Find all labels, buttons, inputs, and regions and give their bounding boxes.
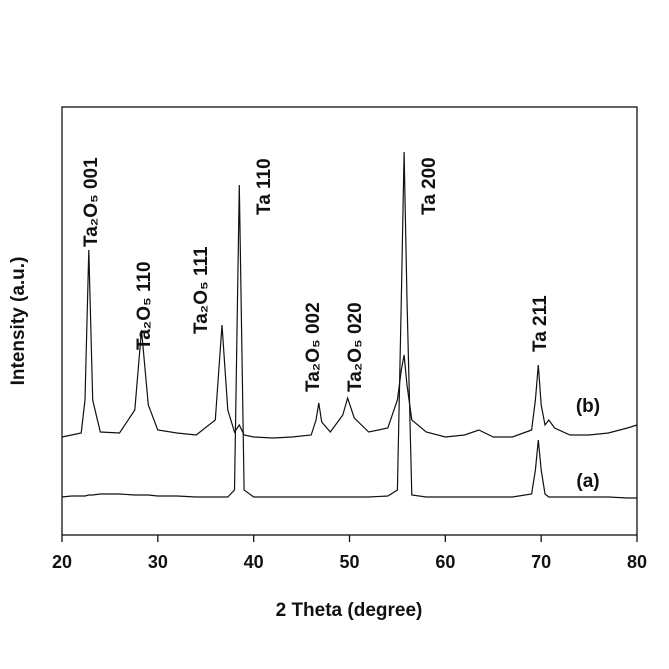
peak-label: Ta₂O₅ 110 [134, 261, 155, 350]
x-tick-label: 40 [244, 552, 264, 572]
x-tick-label: 20 [52, 552, 72, 572]
peak-label: Ta 110 [254, 158, 275, 215]
peak-label: Ta₂O₅ 002 [303, 302, 324, 392]
series-label: (b) [576, 396, 600, 417]
peak-label: Ta₂O₅ 001 [81, 157, 102, 247]
peak-label: Ta₂O₅ 020 [345, 302, 366, 392]
peak-label: Ta 200 [419, 157, 440, 215]
peak-label: Ta₂O₅ 111 [191, 246, 212, 334]
y-axis-title: Intensity (a.u.) [8, 257, 29, 386]
x-tick-label: 80 [627, 552, 647, 572]
x-tick-label: 30 [148, 552, 168, 572]
series-label: (a) [576, 471, 599, 492]
x-tick-label: 70 [531, 552, 551, 572]
x-axis-title: 2 Theta (degree) [276, 600, 423, 621]
peak-label: Ta 211 [530, 295, 551, 352]
x-tick-label: 60 [435, 552, 455, 572]
series-line [61, 249, 638, 439]
x-tick-label: 50 [339, 552, 359, 572]
series-line [61, 151, 637, 499]
